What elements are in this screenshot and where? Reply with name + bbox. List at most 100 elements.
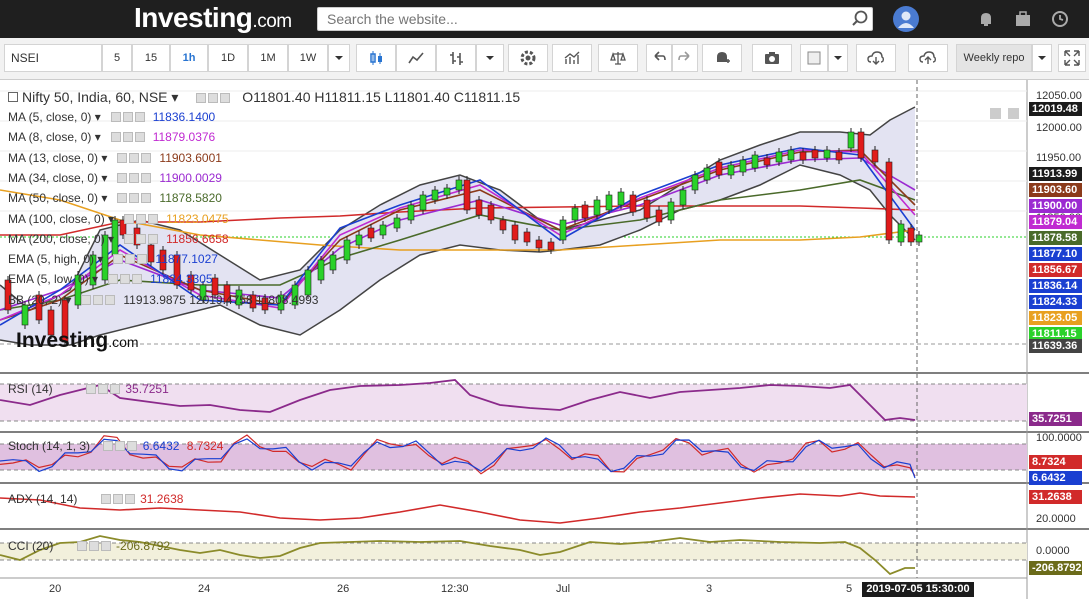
- chevron-down-icon: [1038, 56, 1046, 60]
- price-tag: 11836.14: [1029, 279, 1082, 293]
- indicator-legend-row[interactable]: BB (20, 2) ▾ 11913.9875 12019.4758 11808.…: [8, 293, 318, 307]
- rsi-line: [0, 379, 916, 421]
- save-chart-button[interactable]: [908, 44, 948, 72]
- candle-body: [443, 187, 451, 196]
- chart-canvas[interactable]: [0, 80, 1089, 599]
- undo-button[interactable]: [646, 44, 672, 72]
- candle-body: [559, 219, 567, 241]
- indicator-legend-row[interactable]: MA (13, close, 0) ▾ 11903.6001: [8, 151, 222, 165]
- price-tag: 11856.67: [1029, 263, 1082, 277]
- candle-body: [643, 199, 651, 219]
- gear-icon: [520, 50, 536, 66]
- scale-icon: [610, 51, 626, 65]
- search-icon[interactable]: [850, 9, 870, 29]
- indicator-controls[interactable]: [117, 191, 153, 205]
- candle-body: [119, 219, 127, 236]
- indicator-legend-row[interactable]: MA (50, close, 0) ▾ 11878.5820: [8, 191, 222, 205]
- candle-body: [871, 149, 879, 163]
- candles-button[interactable]: [356, 44, 396, 72]
- indicators-button[interactable]: [552, 44, 592, 72]
- candle-body: [703, 167, 711, 181]
- alert-button[interactable]: [702, 44, 742, 72]
- template-dropdown[interactable]: [1032, 44, 1052, 72]
- fullscreen-button[interactable]: [800, 44, 828, 72]
- stoch-pane[interactable]: [0, 434, 1027, 479]
- candle-body: [605, 194, 613, 211]
- main-legend-title[interactable]: Nifty 50, India, 60, NSE ▾ O11801.40 H11…: [8, 90, 520, 104]
- cci-tag: -206.8792: [1029, 561, 1082, 575]
- indicator-legend-row[interactable]: MA (8, close, 0) ▾ 11879.0376: [8, 130, 215, 144]
- indicator-controls[interactable]: [124, 212, 160, 226]
- settings-button[interactable]: [508, 44, 548, 72]
- interval-1d[interactable]: 1D: [208, 44, 248, 72]
- adx-legend[interactable]: ADX (14, 14) 31.2638: [8, 492, 184, 506]
- indicator-value: 11900.0029: [159, 170, 222, 185]
- candle-body: [667, 201, 675, 221]
- indicator-controls[interactable]: [124, 232, 160, 246]
- indicator-legend-row[interactable]: EMA (5, high, 0) ▾ 11877.1027: [8, 252, 218, 266]
- ohlc-button[interactable]: [436, 44, 476, 72]
- indicator-name: EMA (5, high, 0) ▾: [8, 252, 104, 267]
- indicator-legend-row[interactable]: MA (5, close, 0) ▾ 11836.1400: [8, 110, 215, 124]
- interval-1w[interactable]: 1W: [288, 44, 328, 72]
- stoch-legend[interactable]: Stoch (14, 1, 3) 6.6432 8.7324: [8, 439, 224, 453]
- collapse-icon[interactable]: [8, 92, 18, 102]
- indicator-legend-row[interactable]: MA (34, close, 0) ▾ 11900.0029: [8, 171, 222, 185]
- interval-dropdown[interactable]: [328, 44, 350, 72]
- stoch-k-tag: 6.6432: [1029, 471, 1082, 485]
- chart-type-dropdown[interactable]: [476, 44, 504, 72]
- stoch-tick-label: 100.0000: [1036, 432, 1082, 444]
- indicator-value: 11903.6001: [159, 150, 222, 165]
- site-logo[interactable]: Investing.com: [134, 2, 292, 33]
- time-tick-label: 12:30: [441, 583, 469, 595]
- interval-1m[interactable]: 1M: [248, 44, 288, 72]
- redo-button[interactable]: [672, 44, 698, 72]
- indicator-name: MA (200, close, 0) ▾: [8, 231, 115, 246]
- expand-button[interactable]: [1058, 44, 1086, 72]
- clock-icon[interactable]: [1049, 8, 1071, 30]
- cci-legend[interactable]: CCI (20) -206.8792: [8, 539, 171, 553]
- indicator-name: MA (13, close, 0) ▾: [8, 150, 108, 165]
- indicator-controls[interactable]: [81, 293, 117, 307]
- undo-icon: [654, 51, 666, 61]
- portfolio-icon[interactable]: [1012, 8, 1034, 30]
- indicator-legend-row[interactable]: MA (100, close, 0) ▾ 11823.0475: [8, 212, 229, 226]
- user-avatar-icon[interactable]: [893, 6, 919, 32]
- adx-pane[interactable]: [0, 492, 916, 524]
- candle-body: [317, 259, 325, 281]
- candle-body: [199, 284, 207, 301]
- snapshot-button[interactable]: [752, 44, 792, 72]
- indicator-controls[interactable]: [117, 171, 153, 185]
- indicator-controls[interactable]: [113, 252, 149, 266]
- interval-15[interactable]: 15: [132, 44, 170, 72]
- bell-icon[interactable]: [975, 8, 997, 30]
- indicator-name: MA (34, close, 0) ▾: [8, 170, 108, 185]
- interval-1h[interactable]: 1h: [170, 44, 208, 72]
- rsi-pane[interactable]: [0, 379, 1027, 422]
- site-header: Investing.com: [0, 0, 1089, 38]
- cci-pane[interactable]: [0, 535, 1027, 576]
- indicator-legend-row[interactable]: EMA (5, low, 0) ▾ 11824.3305: [8, 272, 213, 286]
- line-chart-button[interactable]: [396, 44, 436, 72]
- symbol-input[interactable]: NSEI: [4, 44, 102, 72]
- indicator-controls[interactable]: [117, 151, 153, 165]
- interval-5[interactable]: 5: [102, 44, 132, 72]
- candle-body: [223, 284, 231, 303]
- indicator-controls[interactable]: [110, 110, 147, 124]
- indicator-controls[interactable]: [108, 272, 144, 286]
- candle-body: [419, 194, 427, 211]
- compare-button[interactable]: [598, 44, 638, 72]
- time-tick-label: 3: [706, 583, 713, 595]
- indicator-controls[interactable]: [110, 130, 147, 144]
- search-input[interactable]: [317, 7, 873, 31]
- rsi-legend[interactable]: RSI (14) 35.7251: [8, 382, 169, 396]
- indicator-name: BB (20, 2) ▾: [8, 292, 72, 307]
- candle-body: [355, 234, 363, 246]
- candle-body: [739, 159, 747, 173]
- template-select[interactable]: Weekly repo: [956, 44, 1032, 72]
- indicator-legend-row[interactable]: MA (200, close, 0) ▾ 11856.6658: [8, 232, 229, 246]
- candle-body: [407, 204, 415, 221]
- candle-body: [679, 189, 687, 206]
- fullscreen-dropdown[interactable]: [828, 44, 848, 72]
- load-chart-button[interactable]: [856, 44, 896, 72]
